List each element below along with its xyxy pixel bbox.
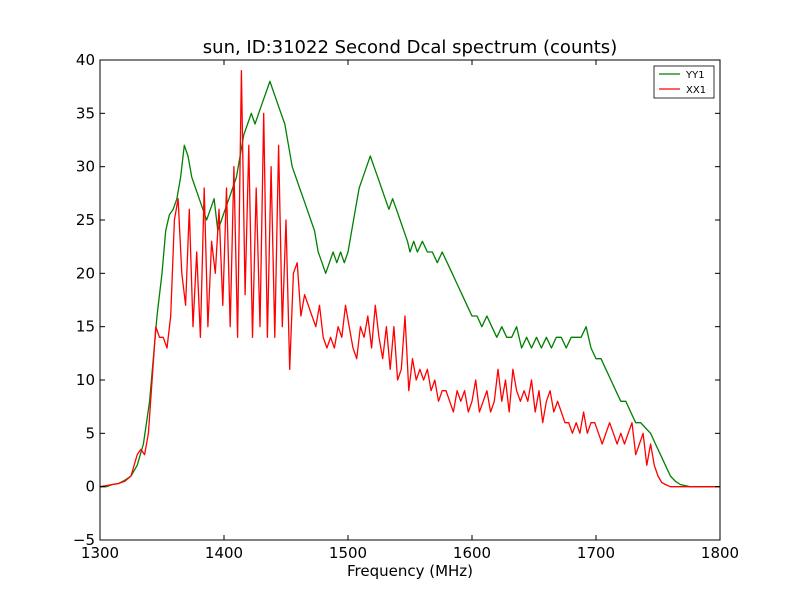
y-tick-label: 10 <box>76 371 95 389</box>
legend-label-yy1: YY1 <box>685 70 705 81</box>
chart-title: sun, ID:31022 Second Dcal spectrum (coun… <box>203 37 617 58</box>
x-tick-label: 1700 <box>577 544 615 562</box>
y-tick-label: 15 <box>76 318 95 336</box>
plot-background <box>100 60 720 540</box>
plot-frame <box>99 59 721 541</box>
y-tick-label: 0 <box>85 478 95 496</box>
series-line-yy1 <box>100 80 720 488</box>
x-tick-label: 1600 <box>453 544 491 562</box>
y-tick-label: −5 <box>73 531 95 549</box>
y-tick-label: 35 <box>76 104 95 122</box>
y-tick-label: 20 <box>76 264 95 282</box>
series-layer <box>99 70 720 488</box>
legend-box <box>653 65 715 99</box>
y-tick-label: 5 <box>85 424 95 442</box>
x-tick-label: 1500 <box>329 544 367 562</box>
x-tick-label: 1300 <box>81 544 119 562</box>
y-tick-label: 40 <box>76 51 95 69</box>
legend-label-xx1: XX1 <box>686 85 706 96</box>
y-tick-label: 30 <box>76 158 95 176</box>
x-tick-label: 1800 <box>701 544 739 562</box>
series-line-xx1 <box>99 70 720 488</box>
y-tick-labels: −5 0 5 10 15 20 25 30 35 40 <box>73 51 95 549</box>
x-axis-label: Frequency (MHz) <box>347 562 473 580</box>
y-tick-label: 25 <box>76 211 95 229</box>
x-tick-label: 1400 <box>205 544 243 562</box>
x-tick-labels: 1300 1400 1500 1600 1700 1800 <box>81 544 739 562</box>
plot-area <box>99 59 721 541</box>
